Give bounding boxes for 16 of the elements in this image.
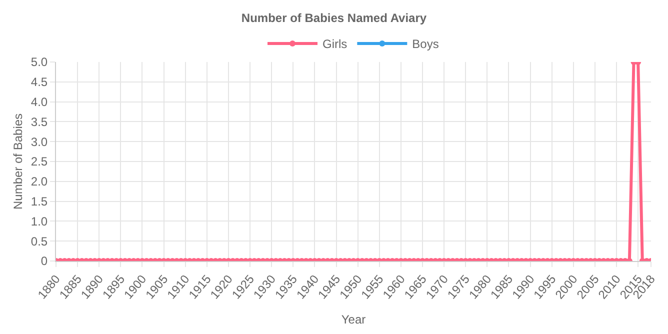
y-tick-label: 0 bbox=[40, 254, 48, 268]
y-tick-label: 1.0 bbox=[30, 214, 48, 228]
y-tick-label: 4.5 bbox=[30, 75, 48, 90]
y-tick-label: 2.0 bbox=[30, 174, 48, 189]
y-tick-label: 3.5 bbox=[30, 114, 48, 129]
y-tick-label: 0.5 bbox=[30, 234, 48, 248]
y-axis-title: Number of Babies bbox=[11, 113, 25, 210]
chart-title: Number of Babies Named Aviary bbox=[241, 10, 427, 25]
y-tick-label: 4.0 bbox=[30, 95, 48, 109]
legend-label: Boys bbox=[412, 37, 439, 52]
y-tick-label: 1.5 bbox=[30, 194, 48, 208]
y-tick-label: 3.0 bbox=[30, 134, 48, 149]
x-axis-title: Year bbox=[341, 312, 366, 327]
y-tick-label: 5.0 bbox=[30, 55, 48, 70]
legend-label: Girls bbox=[322, 37, 348, 52]
y-tick-label: 2.5 bbox=[30, 154, 48, 169]
